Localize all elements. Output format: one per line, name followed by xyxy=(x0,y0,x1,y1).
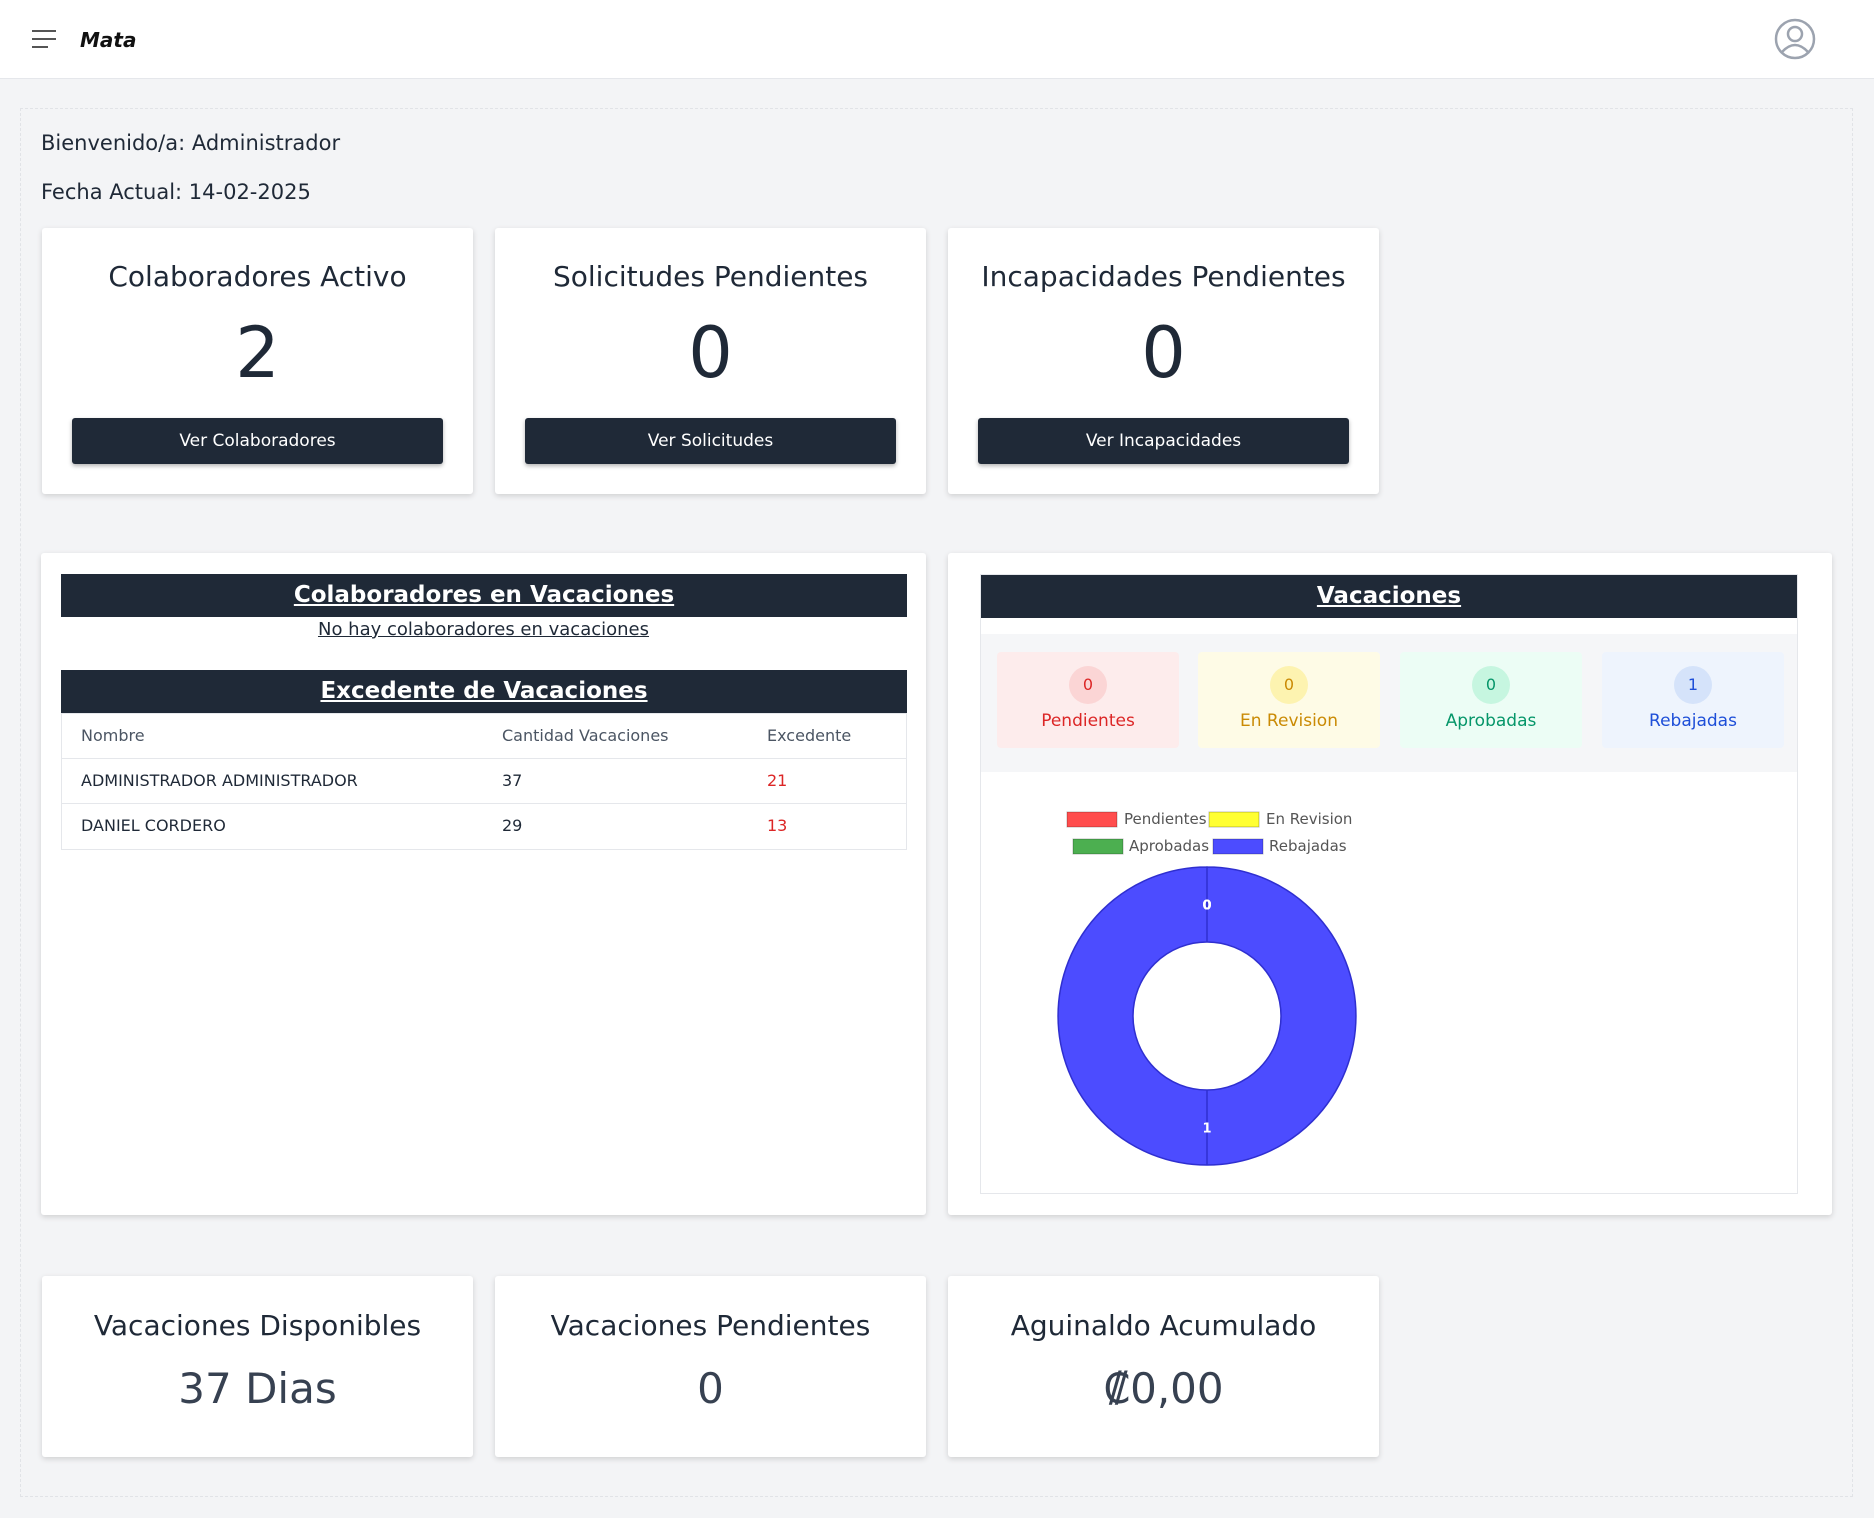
table-cell: ADMINISTRADOR ADMINISTRADOR xyxy=(81,771,358,790)
segment-label: 0 xyxy=(1202,899,1211,914)
summary-card: Solicitudes Pendientes 0 Ver Solicitudes xyxy=(495,228,926,494)
status-card[interactable]: 1 Rebajadas xyxy=(1602,652,1784,748)
card-value: 2 xyxy=(235,312,280,394)
doughnut-chart: Pendientes En Revision Aprobadas Rebajadas 0… xyxy=(1057,810,1357,1166)
date-text: Fecha Actual: 14-02-2025 xyxy=(41,180,311,204)
segment-label: 0 xyxy=(1202,899,1211,914)
status-label: Pendientes xyxy=(1041,711,1135,731)
table-cell: 29 xyxy=(502,816,523,835)
status-label: Rebajadas xyxy=(1649,711,1737,731)
bottom-card: Aguinaldo Acumulado ₡0,00 xyxy=(948,1276,1379,1457)
content-frame xyxy=(20,108,1853,1497)
card-value: 37 Dias xyxy=(178,1364,337,1413)
card-title: Colaboradores Activo xyxy=(108,260,407,293)
table-row: ADMINISTRADOR ADMINISTRADOR 37 21 xyxy=(62,759,906,804)
legend-swatch xyxy=(1072,838,1124,855)
excess-table: Nombre Cantidad Vacaciones Excedente ADMINI… xyxy=(61,713,907,850)
table-cell: 13 xyxy=(767,816,788,835)
table-head-row: Nombre Cantidad Vacaciones Excedente xyxy=(62,714,906,759)
table-cell: DANIEL CORDERO xyxy=(81,816,226,835)
status-label: En Revision xyxy=(1240,711,1338,731)
card-title: Solicitudes Pendientes xyxy=(552,260,869,293)
legend-label: Rebajadas xyxy=(1269,837,1347,855)
panel-header: Colaboradores en Vacaciones xyxy=(61,574,907,617)
status-count: 0 xyxy=(1069,666,1107,704)
status-count: 1 xyxy=(1674,666,1712,704)
logo[interactable]: Mata xyxy=(80,28,137,52)
summary-card: Incapacidades Pendientes 0 Ver Incapacidad… xyxy=(948,228,1379,494)
status-count: 0 xyxy=(1270,666,1308,704)
card-value: ₡0,00 xyxy=(1103,1364,1224,1413)
legend-label: Pendientes xyxy=(1124,810,1207,828)
card-button[interactable]: Ver Incapacidades xyxy=(978,418,1349,464)
card-title: Incapacidades Pendientes xyxy=(981,260,1346,293)
card-button[interactable]: Ver Colaboradores xyxy=(72,418,443,464)
legend-label: Aprobadas xyxy=(1129,837,1209,855)
card-value: 0 xyxy=(697,1364,724,1413)
menu-icon[interactable] xyxy=(30,28,58,50)
card-value: 0 xyxy=(1141,312,1186,394)
column-header: Excedente xyxy=(767,726,852,745)
vacation-panel: Colaboradores en Vacaciones No hay colabo… xyxy=(41,553,926,1215)
status-card[interactable]: 0 Aprobadas xyxy=(1400,652,1582,748)
bottom-card: Vacaciones Pendientes 0 xyxy=(495,1276,926,1457)
column-header: Cantidad Vacaciones xyxy=(502,726,669,745)
table-cell: 37 xyxy=(502,771,523,790)
legend-label: En Revision xyxy=(1266,810,1352,828)
card-title: Vacaciones Pendientes xyxy=(550,1309,871,1342)
legend-swatch xyxy=(1066,811,1118,828)
status-inner: Vacaciones 0 Pendientes 0 En Revision 0 Aproba… xyxy=(980,574,1798,1194)
panel-header: Vacaciones xyxy=(981,575,1797,618)
top-bar: Mata xyxy=(0,0,1874,79)
card-title: Vacaciones Disponibles xyxy=(93,1309,422,1342)
card-button[interactable]: Ver Solicitudes xyxy=(525,418,896,464)
summary-card: Colaboradores Activo 2 Ver Colaboradores xyxy=(42,228,473,494)
status-label: Aprobadas xyxy=(1445,711,1537,731)
table-row: DANIEL CORDERO 29 13 xyxy=(62,804,906,849)
empty-message: No hay colaboradores en vacaciones xyxy=(317,619,650,640)
table-header: Excedente de Vacaciones xyxy=(61,670,907,713)
welcome-text: Bienvenido/a: Administrador xyxy=(41,131,341,155)
table-cell: 21 xyxy=(767,771,788,790)
legend-swatch xyxy=(1212,838,1264,855)
column-header: Nombre xyxy=(81,726,145,745)
card-title: Aguinaldo Acumulado xyxy=(1010,1309,1317,1342)
legend-swatch xyxy=(1208,811,1260,828)
segment-label: 1 xyxy=(1202,1122,1211,1137)
status-strip: 0 Pendientes 0 En Revision 0 Aprobadas 1 Rebaja… xyxy=(981,634,1797,772)
status-count: 0 xyxy=(1472,666,1510,704)
segment-label: 0 xyxy=(1202,899,1211,914)
bottom-card: Vacaciones Disponibles 37 Dias xyxy=(42,1276,473,1457)
card-value: 0 xyxy=(688,312,733,394)
status-card[interactable]: 0 En Revision xyxy=(1198,652,1380,748)
status-card[interactable]: 0 Pendientes xyxy=(997,652,1179,748)
doughnut-segment xyxy=(1057,866,1357,1166)
avatar[interactable] xyxy=(1774,18,1816,60)
